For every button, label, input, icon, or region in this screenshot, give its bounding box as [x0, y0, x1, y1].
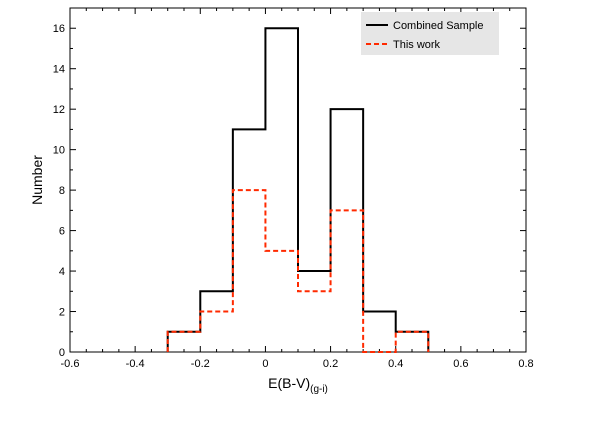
plot-frame [69, 7, 527, 353]
x-axis-label: E(B-V)(g-i) [268, 375, 328, 395]
legend-box [361, 12, 499, 55]
y-tick-label: 12 [53, 104, 65, 116]
legend: Combined Sample This work [361, 12, 499, 55]
legend-label-combined: Combined Sample [393, 20, 484, 32]
y-tick-label: 14 [53, 64, 65, 76]
x-tick-label: 0.6 [453, 358, 468, 370]
x-tick-label: -0.6 [61, 358, 80, 370]
x-tick-label: 0.8 [518, 358, 533, 370]
x-tick-label: 0 [262, 358, 268, 370]
y-tick-label: 16 [53, 23, 65, 35]
y-tick-label: 8 [59, 185, 65, 197]
y-tick-label: 0 [59, 347, 65, 359]
x-tick-label: 0.2 [323, 358, 338, 370]
x-tick-label: 0.4 [388, 358, 403, 370]
x-tick-label: -0.4 [126, 358, 145, 370]
y-tick-label: 2 [59, 307, 65, 319]
x-tick-label: -0.2 [191, 358, 210, 370]
legend-label-this-work: This work [393, 39, 441, 51]
y-tick-label: 6 [59, 226, 65, 238]
y-tick-label: 4 [59, 266, 65, 278]
x-axis-label-main: E(B-V) [268, 375, 310, 391]
series-combined-sample [166, 27, 430, 352]
y-tick-label: 10 [53, 145, 65, 157]
x-axis-label-subscript: (g-i) [310, 384, 328, 395]
y-axis-label: Number [29, 155, 45, 205]
